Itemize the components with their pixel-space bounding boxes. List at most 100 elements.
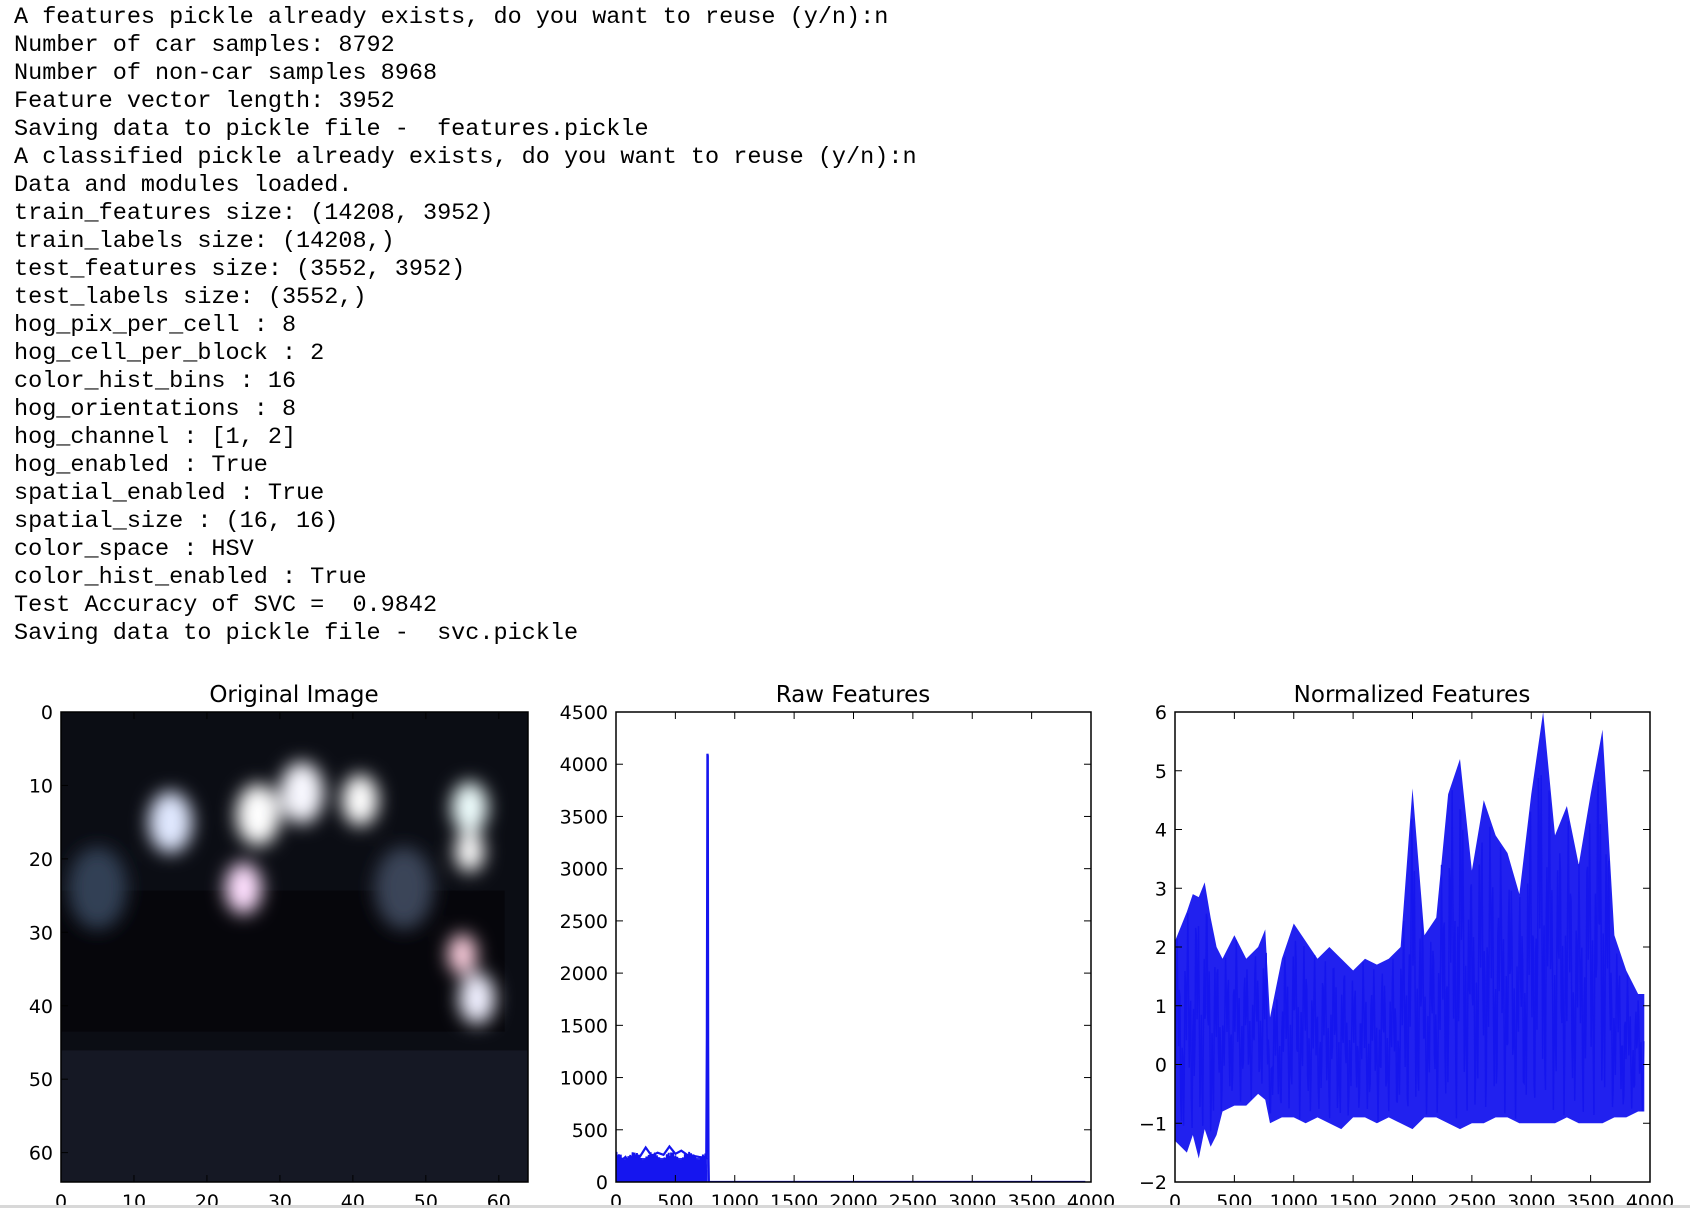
raw-features-xtick-label: 2000	[829, 1191, 877, 1208]
original-image-xtick-label: 10	[122, 1191, 146, 1208]
normalized-features-ytick-label: 2	[1155, 937, 1167, 959]
raw-features-xtick-label: 0	[610, 1191, 622, 1208]
raw-features-ytick-label: 500	[572, 1120, 608, 1142]
console-line: train_labels size: (14208,)	[14, 228, 395, 255]
raw-features-xtick-label: 500	[657, 1191, 693, 1208]
normalized-features-ytick-label: 4	[1155, 820, 1167, 842]
light-blob	[148, 791, 193, 853]
raw-features-ytick-label: 4000	[560, 754, 608, 776]
console-line: Data and modules loaded.	[14, 172, 353, 199]
normalized-features-xtick-label: 1000	[1270, 1191, 1318, 1208]
normalized-features-ytick-label: 1	[1155, 996, 1167, 1018]
console-output: A features pickle already exists, do you…	[14, 4, 917, 648]
normalized-features-panel: Normalized Features 0 500 1000 1500 2000 2500…	[1139, 682, 1674, 1208]
original-image-xtick-label: 20	[195, 1191, 219, 1208]
console-line: train_features size: (14208, 3952)	[14, 200, 494, 227]
original-image-ytick-label: 30	[29, 922, 53, 944]
normalized-features-xtick-label: 1500	[1329, 1191, 1377, 1208]
raw-features-ytick-label: 1000	[560, 1068, 608, 1090]
original-image-xtick-label: 60	[487, 1191, 511, 1208]
console-line: color_hist_bins : 16	[14, 368, 297, 395]
raw-features-ytick-label: 0	[596, 1172, 608, 1194]
normalized-features-xtick-label: 2000	[1388, 1191, 1436, 1208]
raw-features-xtick-label: 2500	[889, 1191, 937, 1208]
original-image-xtick-label: 30	[268, 1191, 292, 1208]
console-line: test_features size: (3552, 3952)	[14, 256, 466, 283]
console-line: spatial_enabled : True	[14, 480, 325, 507]
original-image-ytick-label: 40	[29, 996, 53, 1018]
normalized-features-xtick-label: 2500	[1448, 1191, 1496, 1208]
original-image-ytick-label: 0	[41, 702, 53, 724]
road-area	[61, 1050, 528, 1182]
console-line: Saving data to pickle file - svc.pickle	[14, 620, 579, 647]
normalized-features-xtick-label: 500	[1216, 1191, 1252, 1208]
original-image-xtick-label: 50	[414, 1191, 438, 1208]
raw-features-xtick-label: 1500	[770, 1191, 818, 1208]
original-image	[61, 712, 528, 1182]
console-line: hog_channel : [1, 2]	[14, 424, 297, 451]
light-blob	[341, 774, 379, 826]
console-line: Test Accuracy of SVC = 0.9842	[14, 592, 438, 619]
light-blob	[225, 862, 262, 914]
console-line: spatial_size : (16, 16)	[14, 508, 339, 535]
light-blob	[374, 847, 434, 930]
original-image-xtick-label: 0	[55, 1191, 67, 1208]
normalized-features-ytick-label: −2	[1139, 1172, 1167, 1194]
bottom-divider	[0, 1205, 1690, 1208]
original-image-xtick-label: 40	[341, 1191, 365, 1208]
console-line: test_labels size: (3552,)	[14, 284, 367, 311]
console-line: hog_cell_per_block : 2	[14, 340, 325, 367]
original-image-ytick-label: 20	[29, 849, 53, 871]
car-body-shadow	[61, 890, 505, 1032]
raw-features-ytick-label: 3500	[560, 806, 608, 828]
console-line: Number of car samples: 8792	[14, 32, 395, 59]
normalized-features-line	[1175, 775, 1645, 1132]
light-blob	[279, 761, 324, 824]
raw-features-xtick-label: 3000	[948, 1191, 996, 1208]
raw-features-xtick-label: 4000	[1067, 1191, 1115, 1208]
console-line: Feature vector length: 3952	[14, 88, 395, 115]
raw-features-line	[616, 753, 1086, 1182]
raw-features-panel: Raw Features 0 500 1000 1500 2000 2500 3000 350…	[560, 682, 1116, 1208]
console-line: hog_enabled : True	[14, 452, 268, 479]
light-blob	[447, 933, 477, 975]
normalized-features-xtick-label: 0	[1169, 1191, 1181, 1208]
original-image-ytick-label: 10	[29, 775, 53, 797]
raw-features-ytick-label: 3000	[560, 859, 608, 881]
light-blob	[451, 781, 488, 834]
console-line: color_space : HSV	[14, 536, 254, 563]
normalized-features-envelope	[1175, 712, 1645, 1159]
normalized-features-xtick-label: 4000	[1626, 1191, 1674, 1208]
normalized-features-title: Normalized Features	[1294, 682, 1531, 708]
raw-features-ytick-label: 1500	[560, 1015, 608, 1037]
raw-features-fill	[616, 1157, 708, 1182]
raw-features-ytick-label: 2500	[560, 911, 608, 933]
raw-features-ytick-label: 4500	[560, 702, 608, 724]
console-line: color_hist_enabled : True	[14, 564, 367, 591]
normalized-features-xtick-label: 3000	[1507, 1191, 1555, 1208]
raw-features-title: Raw Features	[776, 682, 931, 708]
console-line: A features pickle already exists, do you…	[14, 4, 889, 31]
console-line: A classified pickle already exists, do y…	[14, 144, 917, 171]
light-blob	[68, 847, 127, 930]
light-blob	[236, 783, 280, 846]
raw-features-xtick-label: 1000	[711, 1191, 759, 1208]
console-line: Saving data to pickle file - features.pi…	[14, 116, 649, 143]
console-line: Number of non-car samples 8968	[14, 60, 438, 87]
normalized-features-xtick-label: 3500	[1566, 1191, 1614, 1208]
console-line: hog_orientations : 8	[14, 396, 297, 423]
normalized-features-ytick-label: 6	[1155, 702, 1167, 724]
raw-features-xtick-label: 3500	[1007, 1191, 1055, 1208]
original-image-ytick-label: 50	[29, 1069, 53, 1091]
console-line: hog_pix_per_cell : 8	[14, 312, 297, 339]
original-image-ytick-label: 60	[29, 1143, 53, 1165]
raw-features-ytick-label: 2000	[560, 963, 608, 985]
light-blob	[458, 972, 496, 1025]
light-blob	[455, 830, 485, 873]
feature-figure: Original Image 0 10 20 30 40 50 60 01020304050…	[29, 682, 1674, 1208]
normalized-features-ytick-label: 3	[1155, 878, 1167, 900]
normalized-features-ytick-label: 0	[1155, 1055, 1167, 1077]
original-image-panel: Original Image 0 10 20 30 40 50 60 0 10 20 30 40 50…	[29, 682, 529, 1208]
original-image-title: Original Image	[209, 682, 378, 708]
normalized-features-ytick-label: −1	[1139, 1113, 1167, 1135]
